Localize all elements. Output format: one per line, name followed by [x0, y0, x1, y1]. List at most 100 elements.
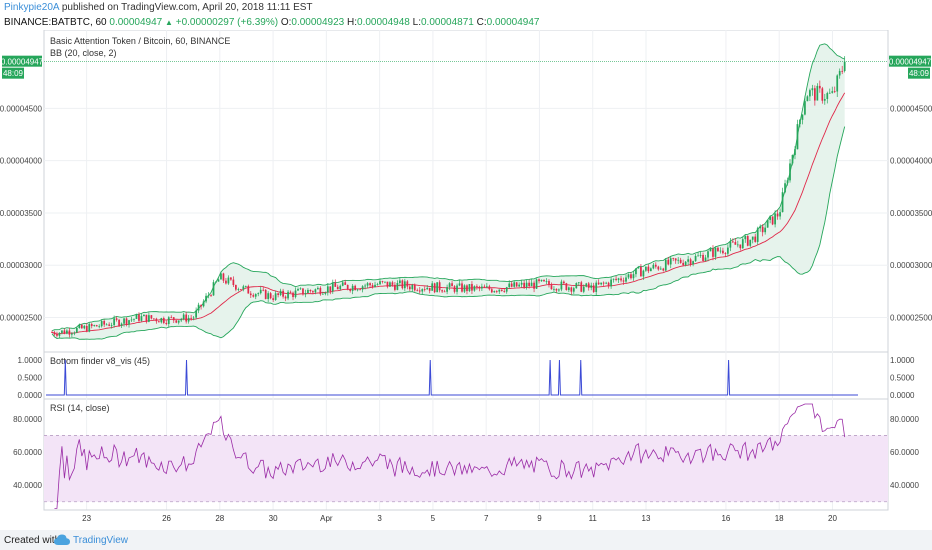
candle-body — [103, 320, 106, 325]
rsi-y-tick-right: 60.0000 — [890, 448, 919, 457]
candle-body — [811, 88, 814, 91]
candle-body — [468, 284, 471, 292]
candle-body — [230, 277, 232, 280]
candle-body — [284, 296, 287, 299]
candle-body — [580, 282, 583, 292]
candle-body — [548, 281, 550, 286]
candle-body — [299, 288, 302, 290]
candle-body — [667, 259, 670, 265]
tradingview-cloud-icon — [54, 534, 70, 545]
candle-body — [493, 291, 496, 293]
candle-body — [826, 93, 829, 99]
candle-body — [143, 314, 145, 317]
last-price-tag-left-bg — [2, 55, 42, 67]
candle-body — [309, 289, 312, 292]
candle-body — [478, 286, 481, 289]
bottom-finder-frame — [43, 351, 889, 400]
chart-area[interactable]: 23 26 28 30 Apr 3 5 7 9 11 13 16 18 20 0.00002500 0.000… — [0, 30, 932, 530]
x-tick-label: 18 — [775, 514, 784, 523]
candle-body — [259, 289, 262, 294]
candle-body — [664, 259, 667, 271]
candle-body — [369, 283, 371, 286]
candle-body — [659, 268, 662, 270]
candle-body — [148, 315, 150, 322]
candle-body — [416, 290, 419, 292]
last-price-tag-right-bg — [889, 55, 931, 67]
close-label: C: — [476, 17, 487, 28]
candle-body — [428, 287, 431, 291]
candle-body — [461, 283, 463, 292]
candle-body — [699, 254, 702, 256]
candle-body — [649, 268, 652, 272]
candle-body — [585, 283, 588, 287]
candle-body — [401, 280, 404, 289]
x-tick-label: 30 — [269, 514, 278, 523]
author-link[interactable]: Pinkypie20A — [4, 2, 60, 13]
candle-body — [95, 325, 98, 327]
candle-body — [403, 281, 406, 289]
candle-body — [423, 289, 426, 290]
candle-body — [838, 70, 841, 76]
candle-body — [488, 286, 491, 290]
candle-body — [58, 332, 61, 336]
candle-body — [674, 258, 677, 261]
bf-y-tick-right: 1.0000 — [890, 356, 915, 365]
candle-body — [90, 324, 93, 327]
open-label: O: — [280, 17, 292, 28]
candle-body — [672, 258, 675, 259]
candle-body — [570, 287, 573, 292]
candle-body — [133, 318, 135, 320]
candle-body — [83, 325, 86, 329]
candle-body — [438, 282, 441, 291]
candle-body — [384, 281, 386, 283]
candle-body — [359, 289, 361, 291]
candle-body — [110, 325, 113, 326]
candle-body — [93, 325, 96, 327]
candle-body — [652, 264, 655, 269]
candle-body — [411, 285, 414, 290]
candle-body — [379, 281, 381, 285]
x-tick-label: 20 — [828, 514, 837, 523]
candle-body — [818, 85, 821, 89]
candle-body — [227, 277, 230, 284]
candle-body — [195, 310, 197, 318]
candle-body — [453, 286, 456, 292]
candle-body — [749, 239, 752, 246]
candle-body — [324, 292, 327, 294]
candle-body — [155, 318, 158, 322]
candle-body — [267, 293, 270, 299]
bf-y-tick-left: 0.5000 — [18, 374, 43, 383]
candle-body — [140, 316, 143, 321]
last-price: 0.00004947 — [109, 17, 163, 28]
candle-body — [654, 264, 657, 267]
candle-body — [595, 282, 598, 292]
candle-body — [513, 282, 516, 287]
candle-body — [366, 283, 369, 286]
candle-body — [157, 321, 160, 323]
candle-body — [600, 282, 603, 285]
candle-body — [88, 324, 91, 332]
candle-body — [545, 281, 548, 282]
candle-body — [709, 248, 712, 252]
candle-body — [63, 330, 66, 334]
tradingview-brand[interactable]: TradingView — [73, 535, 129, 546]
candle-body — [312, 291, 314, 293]
candle-body — [662, 268, 665, 271]
candle-body — [597, 282, 600, 285]
candle-body — [331, 282, 334, 292]
candle-body — [796, 124, 799, 150]
candle-body — [727, 247, 729, 254]
candle-body — [389, 282, 391, 287]
candle-body — [729, 241, 732, 248]
candle-body — [789, 163, 791, 181]
candle-body — [801, 114, 804, 120]
candle-body — [279, 290, 282, 295]
candle-body — [784, 183, 786, 193]
candle-body — [498, 289, 501, 292]
candle-body — [520, 282, 523, 285]
candle-body — [307, 289, 309, 294]
candle-body — [334, 282, 337, 287]
bb-indicator-label: BB (20, close, 2) — [50, 48, 117, 58]
candle-body — [560, 281, 563, 290]
candle-body — [739, 244, 742, 249]
